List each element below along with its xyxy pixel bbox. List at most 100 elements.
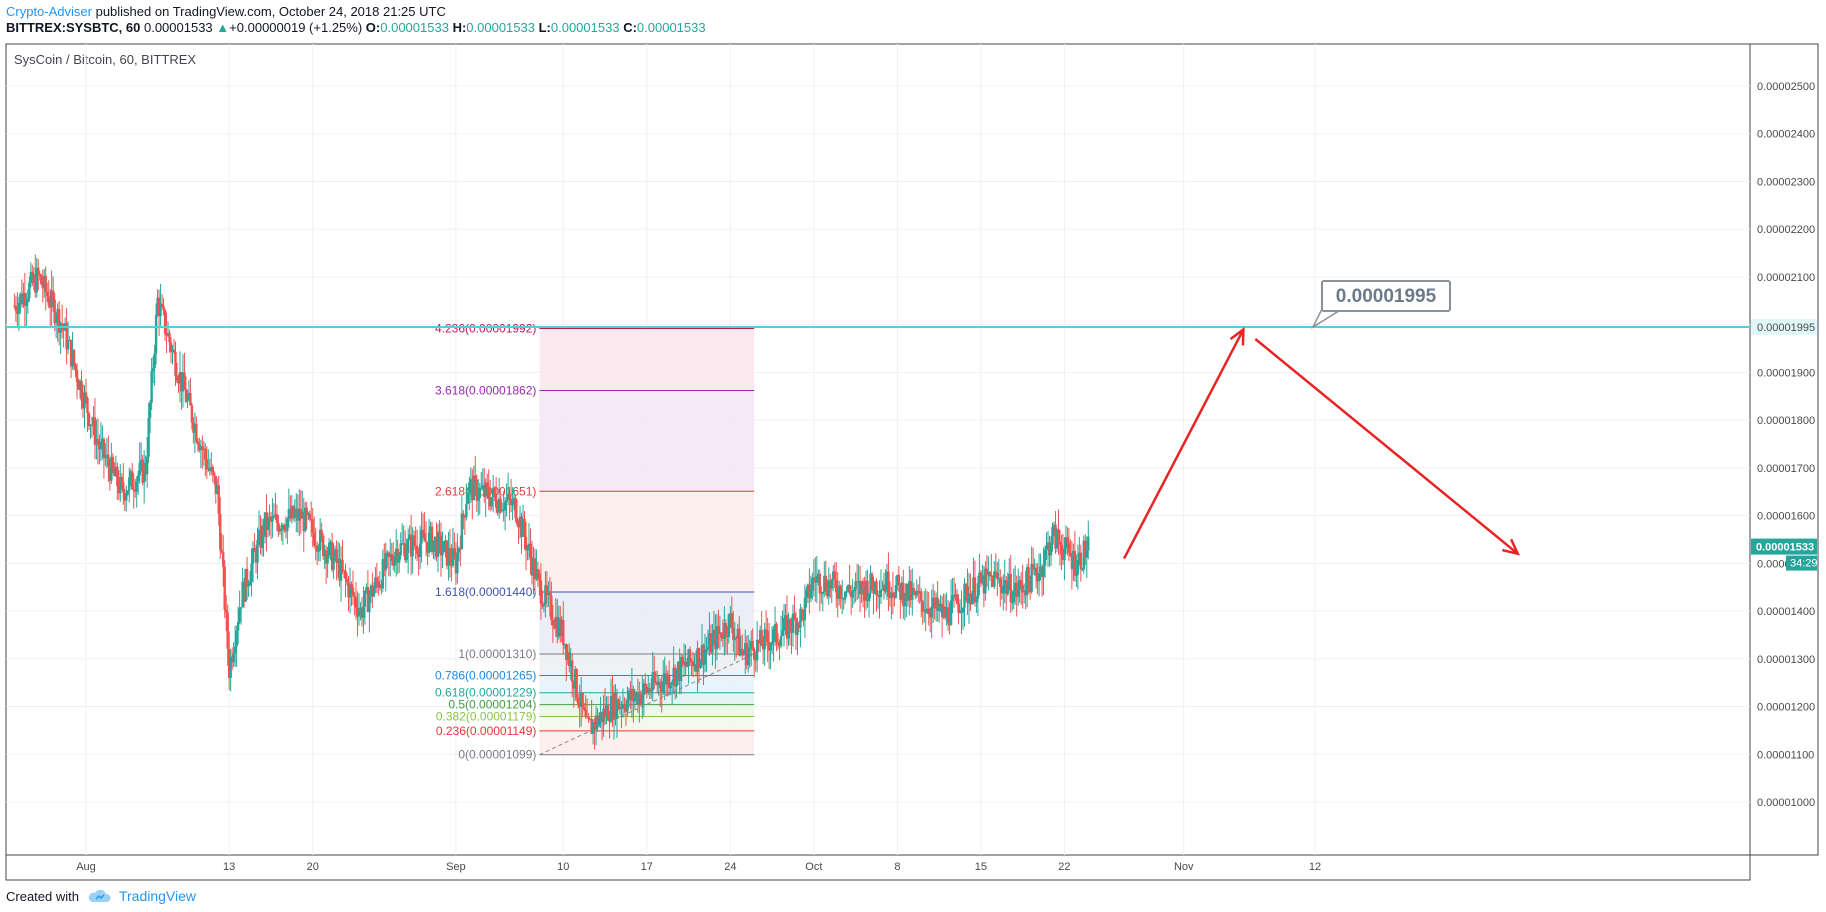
- candle-body: [256, 540, 259, 563]
- candle-body: [239, 607, 243, 609]
- candle-body: [383, 559, 386, 571]
- candle-body: [556, 616, 559, 637]
- candle-body: [569, 660, 572, 667]
- candle-body: [51, 290, 55, 300]
- candle-body: [1034, 567, 1038, 576]
- candle-body: [436, 531, 440, 557]
- candle-body: [187, 392, 191, 398]
- candle-body: [299, 508, 302, 519]
- y-tick-label: 0.00002500: [1757, 81, 1815, 93]
- tradingview-brand-link[interactable]: TradingView: [118, 888, 197, 904]
- candle-body: [817, 573, 820, 576]
- candle-body: [330, 541, 334, 570]
- candle-body: [190, 405, 194, 423]
- candle-body: [529, 543, 532, 558]
- candle-body: [213, 472, 216, 477]
- candle-body: [827, 580, 830, 597]
- candle-body: [524, 537, 528, 551]
- candle-body: [906, 583, 910, 601]
- candle-body: [1025, 567, 1029, 596]
- candle-body: [832, 571, 835, 580]
- candle-body: [272, 515, 276, 518]
- candle-body: [16, 311, 19, 315]
- candle-body: [654, 681, 657, 683]
- candle-body: [954, 594, 957, 598]
- candle-body: [135, 481, 138, 492]
- candle-body: [403, 543, 407, 561]
- candle-body: [729, 613, 732, 615]
- candle-body: [56, 308, 59, 321]
- candle-body: [390, 554, 393, 562]
- candle-body: [400, 543, 404, 545]
- candle-body: [481, 485, 484, 488]
- candle-body: [948, 623, 951, 626]
- candle-body: [1011, 602, 1014, 604]
- candle-body: [846, 585, 850, 591]
- candle-body: [581, 692, 584, 707]
- candle-body: [566, 652, 569, 661]
- candle-body: [736, 628, 739, 638]
- candle-body: [748, 647, 751, 652]
- candle-body: [912, 588, 915, 591]
- candle-body: [186, 397, 189, 402]
- candle-body: [134, 490, 137, 492]
- candle-body: [420, 529, 423, 544]
- candle-body: [905, 583, 908, 601]
- candle-body: [739, 648, 742, 656]
- candle-body: [972, 577, 975, 594]
- author-link[interactable]: Crypto-Adviser: [6, 4, 92, 19]
- candle-body: [843, 591, 847, 600]
- y-tick-label: 0.00002400: [1757, 129, 1815, 141]
- candle-body: [462, 513, 465, 517]
- candle-body: [559, 618, 562, 636]
- candle-body: [490, 497, 493, 507]
- candle-body: [123, 492, 126, 501]
- candle-body: [290, 506, 294, 519]
- candle-body: [235, 630, 238, 647]
- candle-body: [46, 291, 49, 297]
- candle-body: [278, 528, 282, 532]
- candle-body: [553, 625, 556, 629]
- candle-body: [415, 545, 419, 554]
- candle-body: [952, 595, 956, 598]
- candle-body: [876, 595, 880, 597]
- candle-body: [65, 323, 68, 350]
- candle-body: [630, 689, 634, 701]
- candle-body: [23, 293, 27, 306]
- candle-body: [967, 593, 971, 604]
- candle-body: [782, 617, 786, 631]
- candle-body: [718, 632, 722, 634]
- candle-body: [402, 543, 405, 545]
- chart-pane: [5, 43, 1751, 856]
- candle-body: [694, 664, 698, 672]
- candle-body: [855, 581, 859, 583]
- candle-body: [800, 608, 804, 612]
- candle-body: [381, 559, 385, 589]
- candle-body: [621, 704, 625, 709]
- low-value: 0.00001533: [550, 20, 620, 35]
- y-tick-label: 0.00001200: [1757, 702, 1815, 714]
- fib-zone: [539, 491, 755, 592]
- x-tick-label: Sep: [446, 861, 466, 873]
- candle-body: [785, 615, 789, 639]
- candle-body: [769, 644, 772, 651]
- candle-body: [684, 661, 687, 667]
- fib-level-label: 4.236(0.00001992): [435, 321, 536, 335]
- change-value: +0.00000019 (+1.25%): [229, 20, 363, 35]
- candle-body: [83, 392, 86, 409]
- candle-body: [254, 551, 258, 563]
- candle-body: [259, 529, 262, 548]
- x-tick-label: 15: [975, 861, 987, 873]
- candle-body: [293, 513, 297, 519]
- candle-body: [908, 581, 911, 601]
- candle-body: [818, 573, 822, 594]
- y-tick-label: 0.00001900: [1757, 367, 1815, 379]
- candle-body: [47, 296, 50, 306]
- candle-body: [597, 718, 601, 726]
- low-label: L:: [538, 20, 551, 35]
- candle-body: [720, 632, 723, 638]
- candle-body: [363, 590, 367, 607]
- candle-body: [38, 273, 41, 276]
- candle-body: [612, 693, 616, 720]
